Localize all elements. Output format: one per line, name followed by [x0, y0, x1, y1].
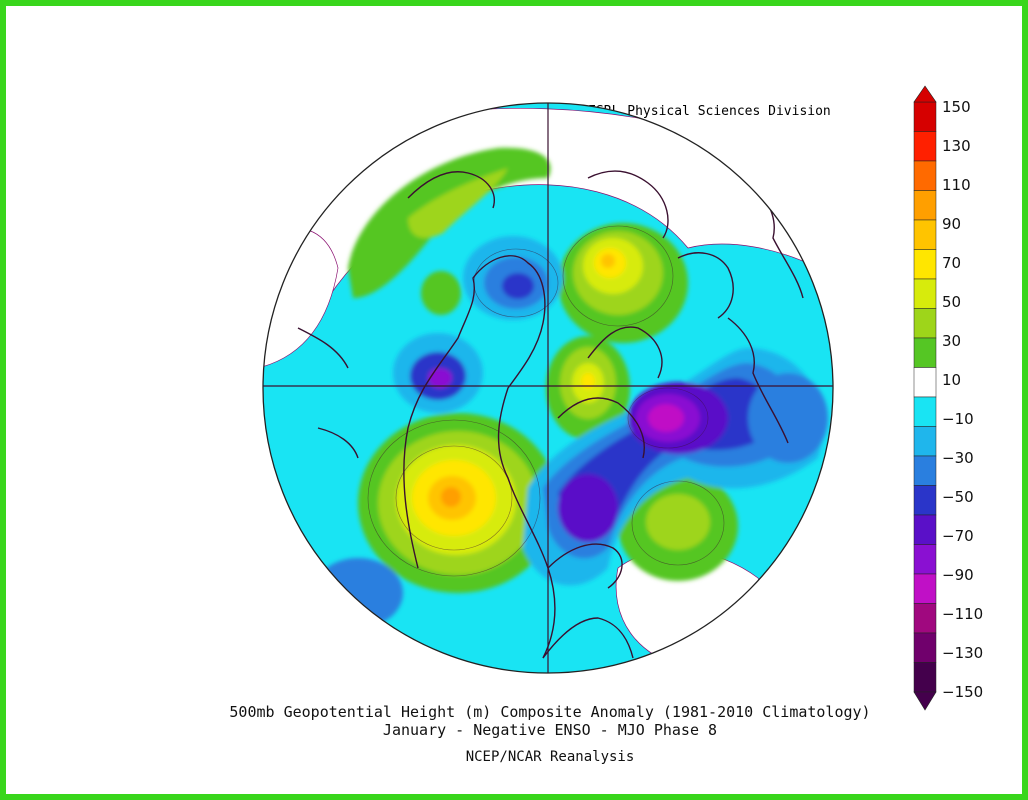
colorbar-tick-label: 90: [942, 215, 962, 233]
colorbar-cell: [913, 632, 937, 663]
colorbar-bottom-arrow: [913, 691, 937, 711]
figure-title: 500mb Geopotential Height (m) Composite …: [229, 703, 871, 721]
colorbar-cell: [913, 337, 937, 368]
contour-lines: [367, 225, 725, 577]
polar-map: [262, 102, 834, 674]
map-boundary: [262, 102, 834, 674]
positive-lobe-arctic-peak: [581, 373, 595, 389]
colorbar-cell: [913, 160, 937, 191]
colorbar-cell: [913, 455, 937, 486]
colorbar-tick-label: 150: [942, 98, 971, 116]
colorbar-cell: [913, 131, 937, 162]
colorbar-cell: [913, 662, 937, 693]
negative-lobe-canada-l7: [558, 474, 618, 542]
colorbar-tick-label: −50: [942, 488, 974, 506]
colorbar-tick-label: −10: [942, 410, 974, 428]
colorbar-tick-label: −110: [942, 605, 984, 623]
colorbar: [913, 85, 937, 711]
colorbar-tick-label: −90: [942, 566, 974, 584]
colorbar-top-arrow: [913, 85, 937, 103]
colorbar-cell: [913, 367, 937, 398]
colorbar-tick-label: −70: [942, 527, 974, 545]
colorbar-tick-label: 50: [942, 293, 962, 311]
colorbar-tick-label: 70: [942, 254, 962, 272]
positive-lobe-pacific: [348, 147, 551, 298]
positive-lobe-west-l6: [441, 487, 461, 507]
figure-subtitle: January - Negative ENSO - MJO Phase 8: [382, 721, 718, 739]
colorbar-tick-label: 130: [942, 137, 971, 155]
near-zero-zone-north: [296, 107, 819, 299]
colorbar-cell: [913, 249, 937, 280]
colorbar-cell: [913, 396, 937, 427]
positive-lobe-pacific-core: [408, 168, 508, 238]
colorbar-cell: [913, 426, 937, 457]
colorbar-cell: [913, 278, 937, 309]
positive-lobe-scandinavia-peak: [601, 254, 615, 268]
colorbar-cell: [913, 514, 937, 545]
negative-lobe-north-atlantic: [748, 373, 828, 463]
positive-lobe-alaska: [421, 271, 461, 315]
negative-lobe-pacific-south: [313, 558, 403, 628]
colorbar-cell: [913, 573, 937, 604]
negative-lobe-canada-l6: [648, 404, 684, 432]
colorbar-tick-label: −30: [942, 449, 974, 467]
data-source: NCEP/NCAR Reanalysis: [465, 749, 635, 765]
colorbar-cell: [913, 603, 937, 634]
colorbar-tick-label: 110: [942, 176, 971, 194]
colorbar-cell: [913, 485, 937, 516]
colorbar-tick-label: 10: [942, 371, 962, 389]
colorbar-cell: [913, 190, 937, 221]
colorbar-tick-label: 30: [942, 332, 962, 350]
colorbar-cell: [913, 308, 937, 339]
colorbar-tick-label: −150: [942, 683, 984, 701]
positive-lobe-atlantic-core: [646, 494, 710, 550]
colorbar-tick-label: −130: [942, 644, 984, 662]
negative-lobe-asia-core: [428, 368, 452, 388]
colorbar-cell: [913, 219, 937, 250]
colorbar-cell: [913, 544, 937, 575]
colorbar-cell: [913, 101, 937, 132]
negative-lobe-siberia-core: [502, 273, 534, 299]
